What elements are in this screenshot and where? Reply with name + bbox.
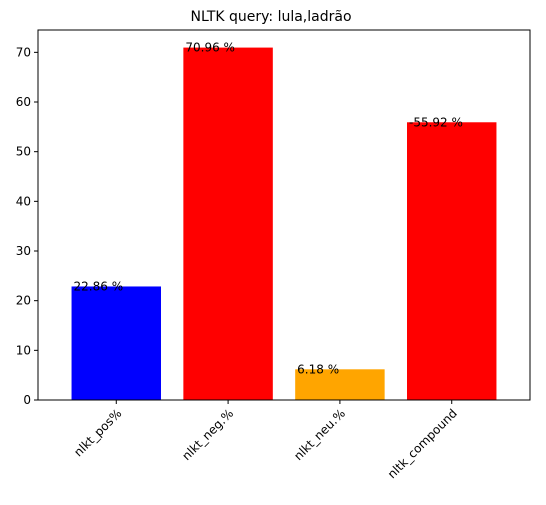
- x-tick-label-0: nlkt_pos%: [71, 406, 124, 459]
- data-label-2: 6.18 %: [297, 362, 339, 376]
- y-tick-label-4: 40: [16, 194, 31, 208]
- y-tick-label-2: 20: [16, 294, 31, 308]
- y-tick-label-5: 50: [16, 145, 31, 159]
- bar-3: [407, 122, 497, 400]
- data-label-0: 22.86 %: [74, 279, 124, 293]
- x-tick-label-3: nltk_compound: [385, 406, 460, 481]
- bars-layer: [71, 47, 497, 400]
- x-axis: nlkt_pos% nlkt_neg.% nlkt_neu.% nltk_compou…: [71, 400, 460, 481]
- bar-1: [183, 47, 273, 400]
- data-label-1: 70.96 %: [185, 41, 235, 55]
- y-tick-label-6: 60: [16, 95, 31, 109]
- y-tick-label-3: 30: [16, 244, 31, 258]
- chart-title: NLTK query: lula,ladrão: [190, 9, 351, 25]
- bar-0: [71, 286, 161, 400]
- y-axis: 0 10 20 30 40 50 60 70: [16, 45, 38, 407]
- bar-2: [295, 369, 385, 400]
- plot-frame: [37, 29, 531, 401]
- data-label-3: -55.92 %: [409, 115, 463, 129]
- x-tick-label-1: nlkt_neg.%: [179, 406, 236, 463]
- x-tick-label-2: nlkt_neu.%: [291, 406, 348, 463]
- y-tick-label-1: 10: [16, 343, 31, 357]
- y-tick-label-7: 70: [16, 45, 31, 59]
- y-tick-label-0: 0: [23, 393, 31, 407]
- data-labels-layer: 22.86 % 70.96 % 6.18 % -55.92 %: [74, 41, 463, 377]
